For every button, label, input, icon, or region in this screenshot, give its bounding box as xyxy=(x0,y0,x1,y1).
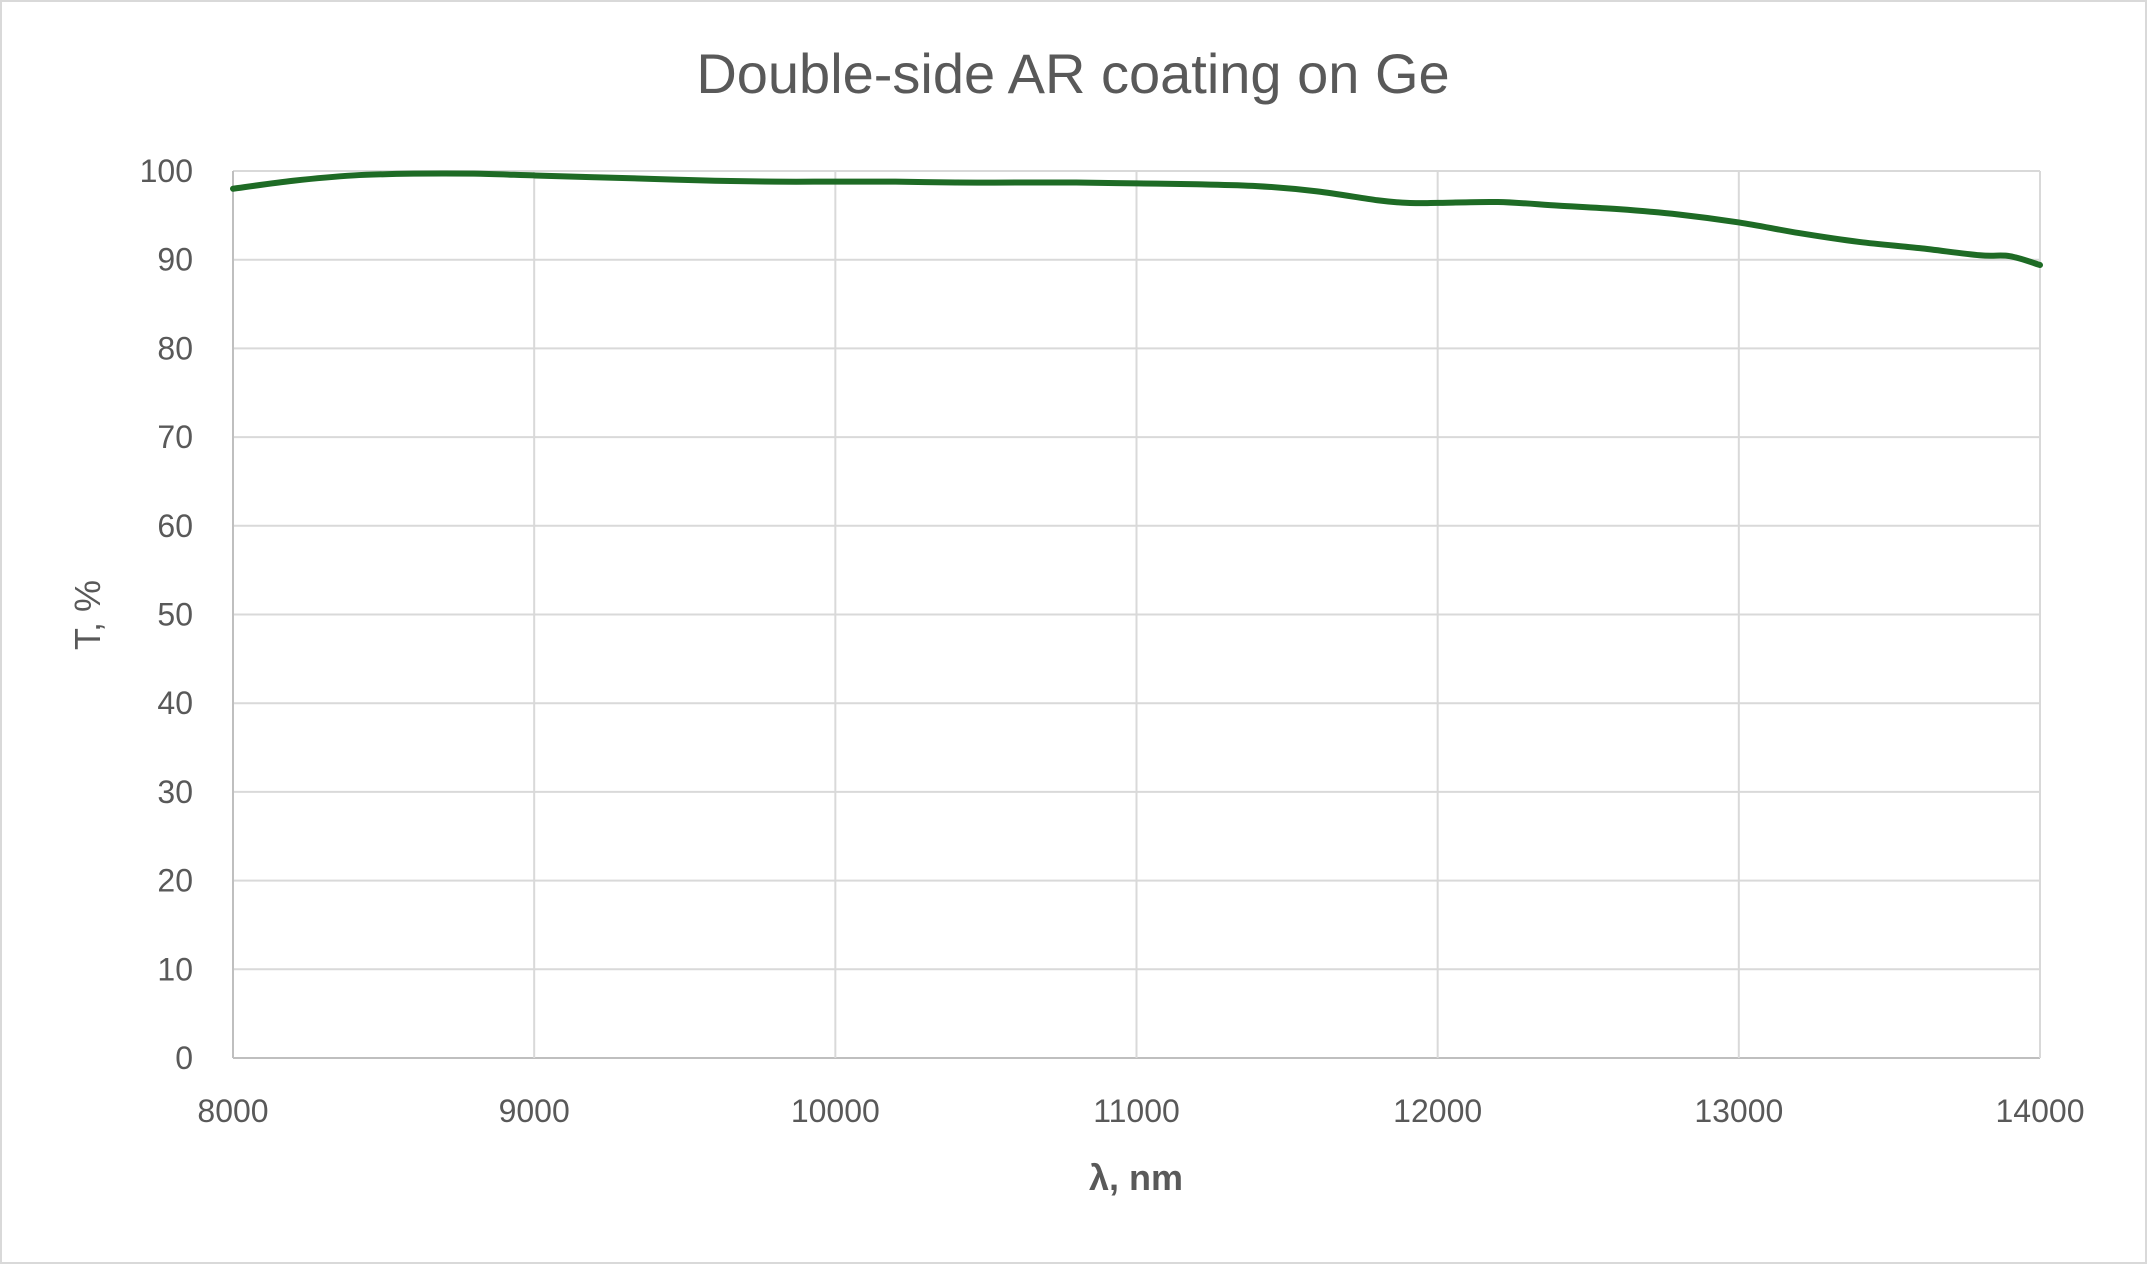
x-tick-label: 14000 xyxy=(1996,1093,2085,1129)
x-tick-label: 13000 xyxy=(1694,1093,1783,1129)
y-tick-label: 0 xyxy=(175,1040,193,1076)
y-tick-label: 20 xyxy=(157,863,193,899)
y-tick-label: 10 xyxy=(157,951,193,987)
transmission-line xyxy=(230,170,2043,269)
y-tick-label: 30 xyxy=(157,774,193,810)
y-axis-ticks: 0 10 20 30 40 50 60 70 80 90 100 xyxy=(140,153,193,1076)
x-tick-label: 10000 xyxy=(791,1093,880,1129)
x-tick-label: 11000 xyxy=(1093,1093,1180,1129)
y-tick-label: 60 xyxy=(157,508,193,544)
y-tick-label: 70 xyxy=(157,419,193,455)
y-tick-label: 80 xyxy=(157,330,193,366)
x-axis-title: λ, nm xyxy=(1089,1157,1183,1198)
x-tick-label: 9000 xyxy=(499,1093,570,1129)
y-tick-label: 50 xyxy=(157,597,193,633)
y-tick-label: 100 xyxy=(140,153,193,189)
y-axis-title: T, % xyxy=(67,580,108,650)
x-tick-label: 12000 xyxy=(1393,1093,1482,1129)
y-tick-label: 90 xyxy=(157,242,193,278)
y-tick-label: 40 xyxy=(157,685,193,721)
gridlines xyxy=(232,170,2041,1059)
x-tick-label: 8000 xyxy=(197,1093,268,1129)
chart-title: Double-side AR coating on Ge xyxy=(696,42,1449,105)
x-axis-ticks: 8000 9000 10000 11000 12000 13000 14000 xyxy=(197,1093,2084,1129)
